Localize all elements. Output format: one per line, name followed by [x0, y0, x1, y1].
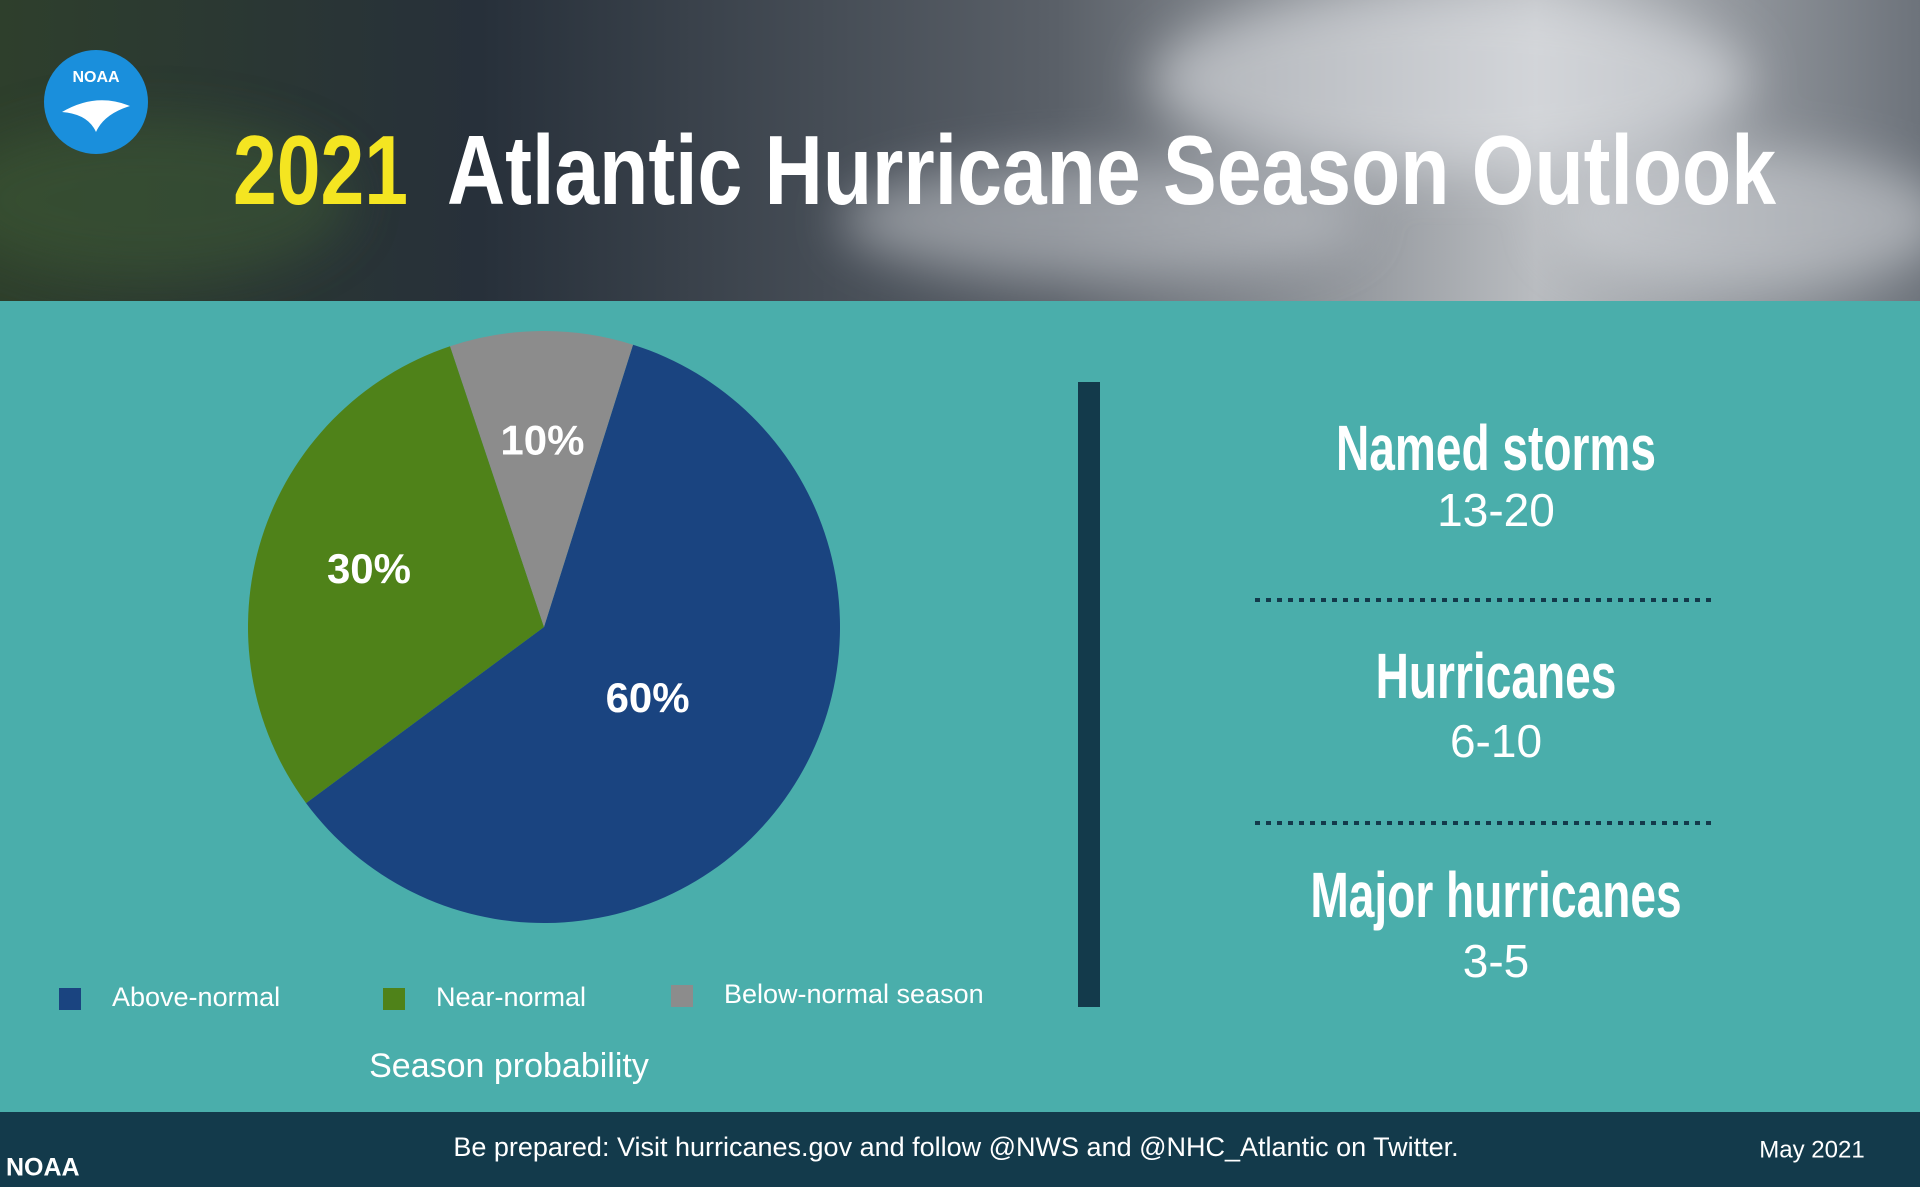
title: Atlantic Hurricane Season Outlook	[447, 115, 1776, 225]
pie-slice	[450, 331, 634, 627]
pie-slice	[248, 346, 544, 804]
footer-message: Be prepared: Visit hurricanes.gov and fo…	[453, 1132, 1458, 1162]
footer-date: May 2021	[1759, 1136, 1864, 1163]
logo-text: NOAA	[72, 69, 120, 86]
chart-caption: Season probability	[369, 1047, 649, 1085]
stat-range: 13-20	[1437, 484, 1555, 536]
legend-label: Below-normal season	[724, 979, 984, 1009]
stat-label: Named storms	[1336, 413, 1656, 484]
legend-swatch	[671, 985, 693, 1007]
slice-label: 30%	[327, 545, 411, 592]
pie-chart: 60% 30% 10% Above-normal Near-normal Below-no…	[59, 331, 984, 1012]
pie-slice	[306, 344, 841, 923]
legend-label: Above-normal	[112, 982, 280, 1012]
divider	[1078, 382, 1100, 1007]
stat-range: 3-5	[1463, 935, 1529, 987]
logo-bird	[62, 100, 130, 132]
slice-label: 60%	[606, 674, 690, 721]
footer-source: NOAA	[6, 1154, 80, 1182]
legend-swatch	[59, 988, 81, 1010]
legend-swatch	[383, 988, 405, 1010]
slice-label: 10%	[500, 417, 584, 464]
cloud-texture	[0, 0, 1920, 290]
stat-label: Major hurricanes	[1310, 860, 1681, 931]
legend-label: Near-normal	[436, 982, 586, 1012]
stat-range: 6-10	[1450, 715, 1542, 767]
stat-label: Hurricanes	[1376, 641, 1617, 712]
footer-background	[0, 1112, 1920, 1187]
title-year: 2021	[233, 115, 408, 225]
